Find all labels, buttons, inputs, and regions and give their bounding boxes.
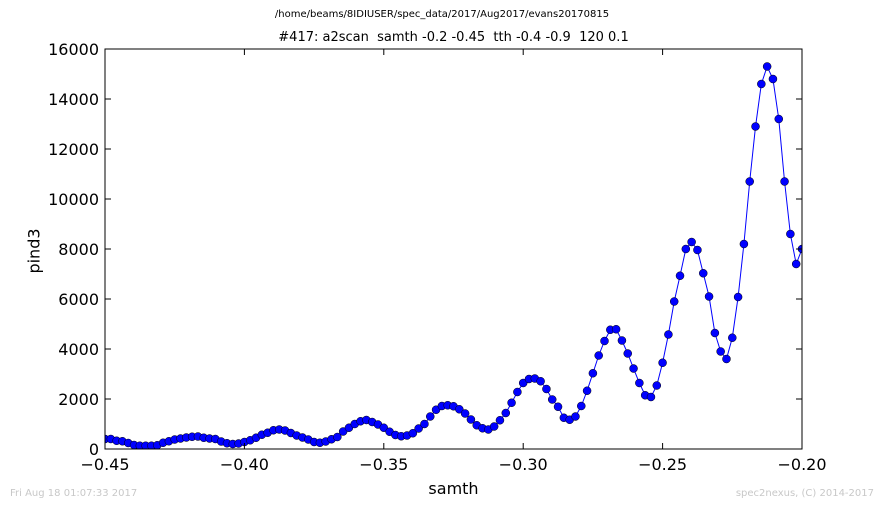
data-point [693, 245, 702, 255]
x-tick-label: −0.40 [220, 455, 269, 474]
x-tick-label: −0.35 [359, 455, 408, 474]
data-point [547, 395, 557, 404]
data-point [739, 239, 749, 249]
plot-frame [104, 48, 803, 450]
footer-credit: spec2nexus, (C) 2014-2017 [735, 488, 874, 499]
chart-title: #417: a2scan samth -0.2 -0.45 tth -0.4 -… [278, 30, 629, 45]
data-point [669, 297, 679, 306]
data-point [635, 378, 644, 388]
data-point [681, 244, 691, 254]
y-tick-label: 8000 [58, 240, 99, 259]
data-point [577, 401, 586, 411]
x-tick-label: −0.25 [638, 455, 687, 474]
data-point [501, 408, 511, 418]
data-point [745, 177, 754, 186]
data-point [617, 336, 627, 345]
data-point [757, 79, 766, 89]
x-tick-label: −0.45 [80, 455, 129, 474]
data-point [594, 351, 603, 360]
data-point [664, 330, 673, 339]
data-point [466, 415, 476, 424]
data-point [582, 386, 592, 395]
series-line [105, 65, 802, 447]
data-point [420, 419, 429, 429]
chart-suptitle: /home/beams/8IDIUSER/spec_data/2017/Aug2… [274, 9, 610, 20]
data-point [768, 74, 778, 84]
data-point [780, 177, 789, 186]
data-point [455, 405, 464, 414]
data-point [379, 423, 389, 432]
y-tick-label: 14000 [48, 90, 99, 109]
y-tick-label: 2000 [58, 390, 99, 409]
data-point [571, 412, 580, 421]
data-point [414, 424, 423, 433]
data-point [687, 237, 696, 247]
data-point [646, 392, 656, 402]
data-point [489, 422, 499, 431]
data-point [675, 271, 685, 280]
data-point [716, 347, 725, 356]
data-point [710, 328, 720, 338]
y-tick-label: 4000 [58, 340, 99, 359]
data-point [791, 259, 801, 269]
x-axis-label: samth [428, 479, 479, 498]
data-point [652, 381, 662, 390]
x-tick-label: −0.30 [499, 455, 548, 474]
data-point [542, 384, 551, 394]
data-point [408, 429, 418, 438]
data-point [333, 432, 342, 442]
y-tick-label: 0 [89, 440, 99, 459]
data-point [658, 358, 667, 367]
data-point [495, 416, 505, 425]
data-point [762, 62, 772, 71]
data-point [704, 292, 714, 301]
data-point [518, 378, 528, 388]
y-tick-label: 16000 [48, 40, 99, 59]
data-point [629, 364, 638, 373]
y-tick-label: 6000 [58, 290, 99, 309]
data-point [426, 412, 435, 421]
y-tick-label: 10000 [48, 190, 99, 209]
data-point [733, 292, 743, 302]
data-point [751, 122, 760, 131]
data-point [774, 114, 784, 124]
data-point [611, 325, 621, 334]
y-tick-label: 12000 [48, 140, 99, 159]
data-point [786, 229, 795, 239]
data-point [722, 354, 731, 364]
data-point [536, 377, 545, 386]
data-point [600, 336, 609, 346]
data-point [460, 409, 470, 418]
data-point [588, 369, 598, 378]
data-point [553, 402, 563, 411]
data-point [513, 387, 522, 397]
data-point [728, 333, 737, 342]
x-tick-label: −0.20 [777, 455, 826, 474]
footer-timestamp: Fri Aug 18 01:07:33 2017 [10, 488, 138, 499]
data-point [507, 398, 516, 407]
data-point [623, 349, 632, 358]
data-point [699, 269, 708, 278]
